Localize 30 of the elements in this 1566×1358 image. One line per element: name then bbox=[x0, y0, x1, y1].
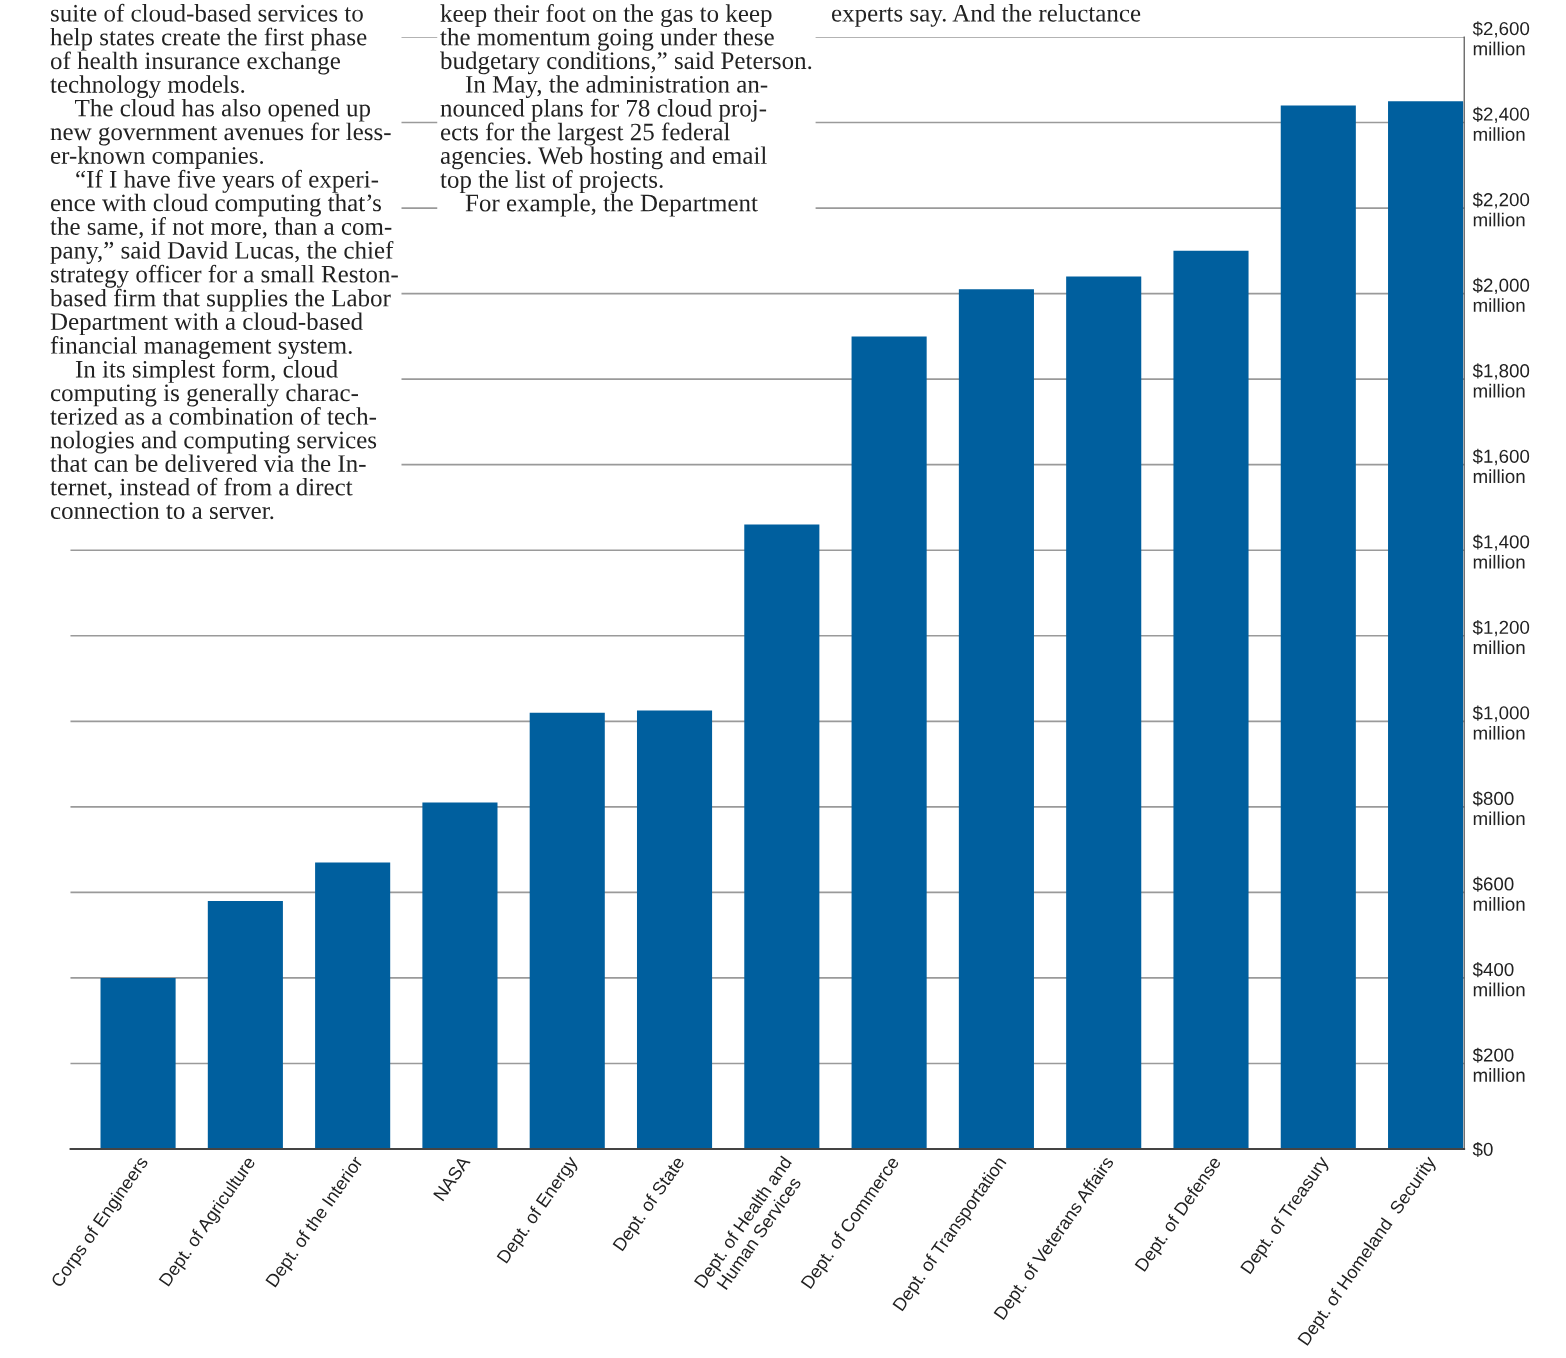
y-tick-label: $400 million bbox=[1472, 962, 1525, 997]
y-tick-label: $1,200 million bbox=[1472, 619, 1530, 655]
bar bbox=[1066, 276, 1142, 1149]
y-tick-label: $1,400 million bbox=[1472, 534, 1530, 569]
bar bbox=[207, 900, 283, 1149]
bar bbox=[1388, 101, 1464, 1149]
bar bbox=[422, 802, 498, 1149]
bar bbox=[100, 977, 176, 1149]
y-tick-label: $2,200 million bbox=[1472, 192, 1530, 227]
y-tick-label: $1,000 million bbox=[1472, 705, 1530, 740]
y-tick-label: $2,600 million bbox=[1472, 21, 1530, 56]
bar bbox=[1173, 250, 1249, 1149]
text: suite of cloud-based services to help states create the first phase of health insurance exchange technology models. The cloud has also opened up new government avenues for less- er-known companies. “If I have five years of experi- ence with cloud computing that’s the same, if not more, than a com- pany,” said David Lucas, the chief strategy officer for a small Reston- based firm that supplies the Labor Department with a cloud-based financial management system. In its simplest form, cloud computing is generally charac- terized as a combination of tech- nologies and computing services that can be delivered via the In- ternet, instead of from a direct connection to a server. bbox=[50, 3, 398, 520]
bar bbox=[1280, 105, 1356, 1149]
text: keep their foot on the gas to keep the momentum going under these budgetary conditions,” said Peterson. In May, the administration an- nounced plans for 78 cloud proj- ects for the largest 25 federal agencies. Web hosting and email top the list of projects. For example, the Department bbox=[440, 4, 812, 217]
y-tick-label: $2,000 million bbox=[1472, 277, 1530, 313]
y-tick-label: $2,400 million bbox=[1472, 106, 1530, 141]
y-tick-label: $600 million bbox=[1472, 876, 1525, 911]
y-tick-label: $1,600 million bbox=[1472, 448, 1530, 484]
bar bbox=[744, 524, 820, 1149]
bar bbox=[636, 710, 713, 1149]
bar bbox=[851, 336, 927, 1149]
y-tick-label: $1,800 million bbox=[1472, 363, 1530, 398]
bar bbox=[315, 862, 391, 1149]
bar bbox=[529, 712, 605, 1149]
y-tick-label: $200 million bbox=[1472, 1047, 1525, 1082]
bar bbox=[958, 289, 1034, 1149]
y-tick-label: $0 bbox=[1472, 1141, 1493, 1158]
text: experts say. And the reluctance bbox=[831, 4, 1141, 27]
y-tick-label: $800 million bbox=[1472, 791, 1525, 826]
